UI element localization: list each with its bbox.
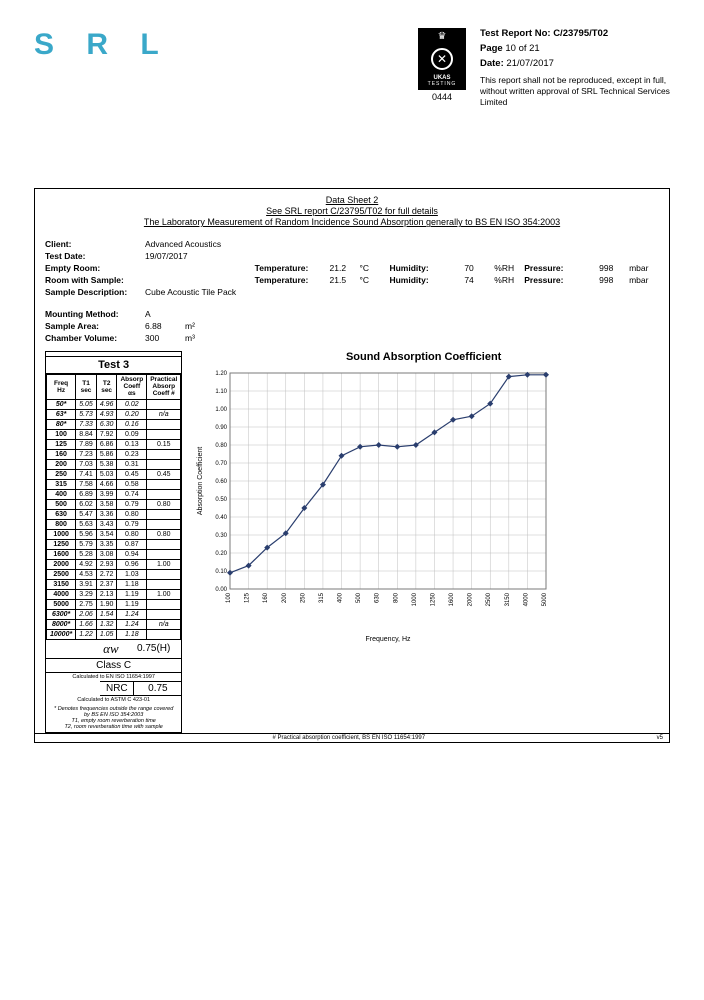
svg-text:100: 100 <box>226 592 232 603</box>
disclaimer: This report shall not be reproduced, exc… <box>480 75 670 108</box>
svg-text:4000: 4000 <box>524 592 530 606</box>
svg-text:500: 500 <box>356 592 362 603</box>
svg-text:5000: 5000 <box>542 592 548 606</box>
svg-text:0.90: 0.90 <box>216 425 228 431</box>
svg-text:160: 160 <box>263 592 269 603</box>
svg-text:200: 200 <box>282 592 288 603</box>
svg-text:0.30: 0.30 <box>216 533 228 539</box>
svg-text:1000: 1000 <box>412 592 418 606</box>
svg-text:0.70: 0.70 <box>216 461 228 467</box>
chart: Sound Absorption Coefficient 0.000.100.2… <box>182 351 659 627</box>
svg-text:0.40: 0.40 <box>216 515 228 521</box>
sheet-subtitle-1: See SRL report C/23795/T02 for full deta… <box>45 206 659 216</box>
svg-text:0.20: 0.20 <box>216 551 228 557</box>
svg-text:0.80: 0.80 <box>216 443 228 449</box>
svg-text:1.20: 1.20 <box>216 371 228 377</box>
svg-text:1600: 1600 <box>449 592 455 606</box>
header-info: Test Report No: C/23795/T02 Page 10 of 2… <box>480 28 670 108</box>
svg-text:1.10: 1.10 <box>216 389 228 395</box>
svg-text:Absorption Coefficient: Absorption Coefficient <box>197 447 204 515</box>
footer-note: # Practical absorption coefficient, BS E… <box>35 733 669 742</box>
ukas-logo: ♛ ✕ UKASTESTING 0444 <box>418 28 466 102</box>
svg-text:630: 630 <box>375 592 381 603</box>
svg-text:Frequency, Hz: Frequency, Hz <box>366 636 411 643</box>
svg-text:1250: 1250 <box>431 592 437 606</box>
srl-logo: S R L <box>34 28 171 62</box>
data-sheet: Data Sheet 2 See SRL report C/23795/T02 … <box>34 188 670 742</box>
svg-text:250: 250 <box>301 592 307 603</box>
svg-text:0.60: 0.60 <box>216 479 228 485</box>
sheet-title: Data Sheet 2 <box>45 195 659 205</box>
svg-text:0.50: 0.50 <box>216 497 228 503</box>
data-table: Test 3 FreqHzT1secT2secAbsorpCoeffαsPrac… <box>45 351 182 732</box>
svg-text:0.10: 0.10 <box>216 569 228 575</box>
svg-text:315: 315 <box>319 592 325 603</box>
svg-text:2500: 2500 <box>487 592 493 606</box>
svg-text:125: 125 <box>245 592 251 603</box>
svg-text:1.00: 1.00 <box>216 407 228 413</box>
svg-text:0.00: 0.00 <box>216 587 228 593</box>
svg-text:3150: 3150 <box>505 592 511 606</box>
svg-text:2000: 2000 <box>468 592 474 606</box>
sheet-subtitle-2: The Laboratory Measurement of Random Inc… <box>45 217 659 227</box>
svg-text:800: 800 <box>394 592 400 603</box>
ukas-number: 0444 <box>418 92 466 102</box>
svg-text:400: 400 <box>338 592 344 603</box>
